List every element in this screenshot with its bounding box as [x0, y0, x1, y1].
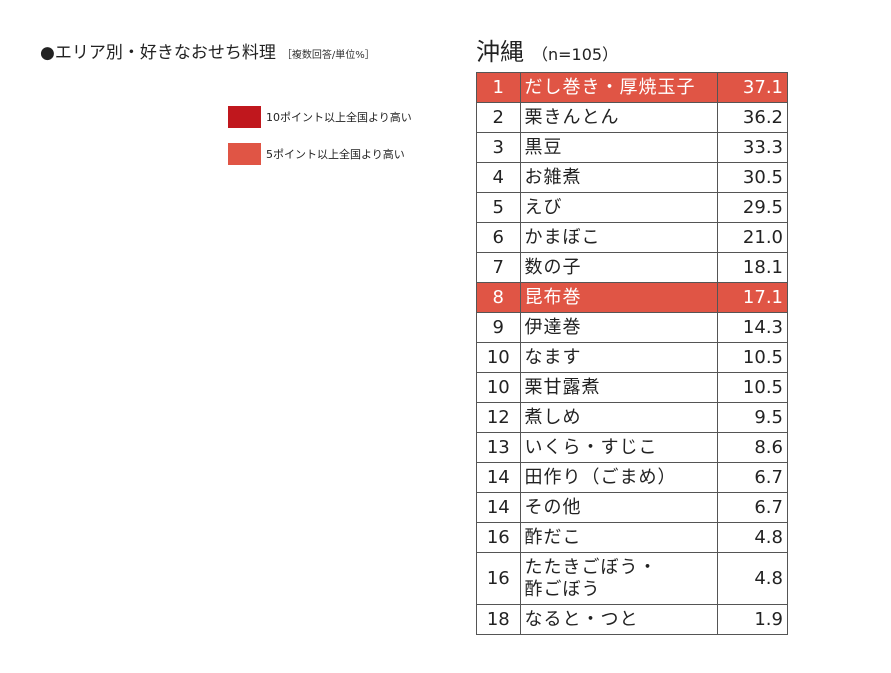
value-cell: 17.1 — [717, 282, 788, 313]
legend-item-5pt: 5ポイント以上全国より高い — [228, 143, 405, 165]
legend-swatch-5pt — [228, 143, 261, 165]
value-cell: 6.7 — [717, 492, 788, 523]
value-cell: 30.5 — [717, 162, 788, 193]
rank-cell: 16 — [476, 522, 521, 553]
dish-cell: かまぼこ — [519, 222, 719, 253]
legend-label-10pt: 10ポイント以上全国より高い — [266, 111, 412, 124]
value-cell: 33.3 — [717, 132, 788, 163]
value-cell: 1.9 — [717, 604, 788, 635]
dish-cell: なると・つと — [519, 604, 719, 635]
rank-cell: 4 — [476, 162, 521, 193]
value-cell: 10.5 — [717, 372, 788, 403]
rank-cell: 1 — [476, 72, 521, 103]
table-row: 2 栗きんとん 36.2 — [476, 102, 788, 133]
rank-cell: 14 — [476, 462, 521, 493]
value-cell: 6.7 — [717, 462, 788, 493]
dish-cell: 伊達巻 — [519, 312, 719, 343]
dish-cell: 栗甘露煮 — [519, 372, 719, 403]
rank-cell: 10 — [476, 372, 521, 403]
table-row: 14 田作り（ごまめ） 6.7 — [476, 462, 788, 493]
table-row: 14 その他 6.7 — [476, 492, 788, 523]
value-cell: 4.8 — [717, 552, 788, 605]
value-cell: 21.0 — [717, 222, 788, 253]
value-cell: 8.6 — [717, 432, 788, 463]
table-row: 6 かまぼこ 21.0 — [476, 222, 788, 253]
value-cell: 36.2 — [717, 102, 788, 133]
rank-cell: 14 — [476, 492, 521, 523]
dish-cell: 栗きんとん — [519, 102, 719, 133]
table-row: 10 なます 10.5 — [476, 342, 788, 373]
value-cell: 10.5 — [717, 342, 788, 373]
chart-heading: ●エリア別・好きなおせち料理 ［複数回答/単位%］ — [40, 38, 375, 63]
dish-cell: 酢だこ — [519, 522, 719, 553]
region-title: 沖縄 （n=105） — [476, 32, 618, 67]
rank-cell: 16 — [476, 552, 521, 605]
region-name: 沖縄 — [476, 38, 524, 66]
table-row: 9 伊達巻 14.3 — [476, 312, 788, 343]
heading-title: ●エリア別・好きなおせち料理 — [40, 43, 276, 63]
table-row: 16 たたきごぼう・ 酢ごぼう 4.8 — [476, 552, 788, 605]
value-cell: 37.1 — [717, 72, 788, 103]
value-cell: 14.3 — [717, 312, 788, 343]
dish-cell: 数の子 — [519, 252, 719, 283]
dish-cell: 昆布巻 — [519, 282, 719, 313]
rank-cell: 3 — [476, 132, 521, 163]
legend-swatch-10pt — [228, 106, 261, 128]
value-cell: 29.5 — [717, 192, 788, 223]
rank-cell: 2 — [476, 102, 521, 133]
table-row: 5 えび 29.5 — [476, 192, 788, 223]
table-row: 16 酢だこ 4.8 — [476, 522, 788, 553]
dish-cell: いくら・すじこ — [519, 432, 719, 463]
table-row: 13 いくら・すじこ 8.6 — [476, 432, 788, 463]
table-row: 4 お雑煮 30.5 — [476, 162, 788, 193]
dish-cell: たたきごぼう・ 酢ごぼう — [519, 552, 719, 605]
heading-subtitle: ［複数回答/単位%］ — [281, 50, 375, 61]
ranking-table: 1 だし巻き・厚焼玉子 37.1 2 栗きんとん 36.2 3 黒豆 33.3 4 お雑煮 30.5 5… — [476, 72, 788, 635]
rank-cell: 6 — [476, 222, 521, 253]
table-row: 8 昆布巻 17.1 — [476, 282, 788, 313]
legend-label-5pt: 5ポイント以上全国より高い — [266, 148, 405, 161]
legend-item-10pt: 10ポイント以上全国より高い — [228, 106, 412, 128]
dish-cell: お雑煮 — [519, 162, 719, 193]
table-row: 18 なると・つと 1.9 — [476, 604, 788, 635]
dish-cell: 黒豆 — [519, 132, 719, 163]
value-cell: 9.5 — [717, 402, 788, 433]
table-row: 1 だし巻き・厚焼玉子 37.1 — [476, 72, 788, 103]
region-sample-size: （n=105） — [532, 45, 619, 64]
rank-cell: 18 — [476, 604, 521, 635]
value-cell: 4.8 — [717, 522, 788, 553]
dish-cell: えび — [519, 192, 719, 223]
dish-cell: 田作り（ごまめ） — [519, 462, 719, 493]
dish-cell: だし巻き・厚焼玉子 — [519, 72, 719, 103]
table-row: 7 数の子 18.1 — [476, 252, 788, 283]
rank-cell: 8 — [476, 282, 521, 313]
rank-cell: 12 — [476, 402, 521, 433]
rank-cell: 10 — [476, 342, 521, 373]
dish-cell: なます — [519, 342, 719, 373]
table-row: 3 黒豆 33.3 — [476, 132, 788, 163]
dish-cell: その他 — [519, 492, 719, 523]
dish-cell: 煮しめ — [519, 402, 719, 433]
rank-cell: 7 — [476, 252, 521, 283]
value-cell: 18.1 — [717, 252, 788, 283]
rank-cell: 9 — [476, 312, 521, 343]
table-row: 12 煮しめ 9.5 — [476, 402, 788, 433]
rank-cell: 13 — [476, 432, 521, 463]
rank-cell: 5 — [476, 192, 521, 223]
table-row: 10 栗甘露煮 10.5 — [476, 372, 788, 403]
